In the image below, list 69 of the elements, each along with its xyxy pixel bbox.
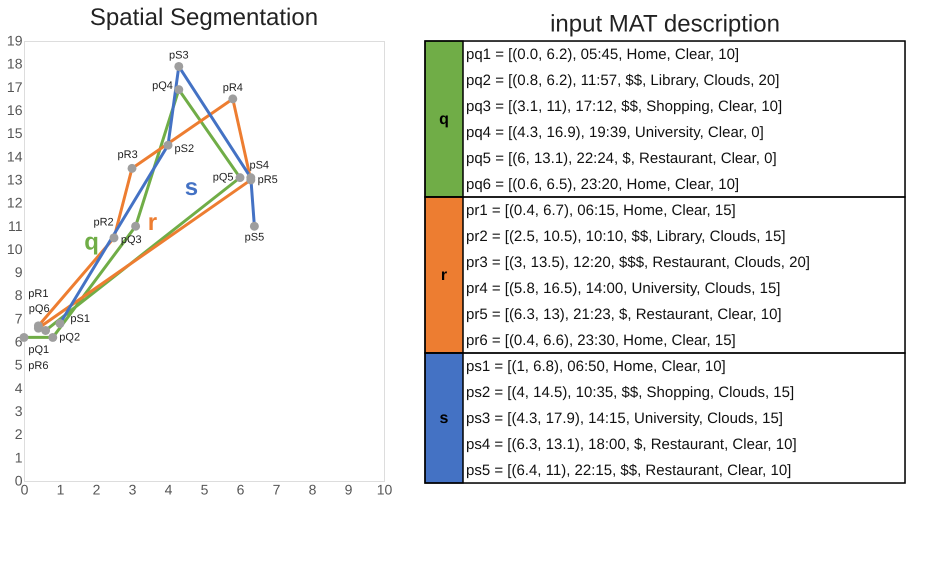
data-label: pS4	[249, 160, 270, 172]
data-label: pS3	[169, 49, 189, 62]
y-tick-label: 7	[14, 310, 23, 326]
y-tick-label: 17	[6, 78, 23, 95]
data-label: pS2	[174, 142, 194, 155]
data-label: pS5	[244, 231, 264, 244]
x-tick-label: 5	[200, 482, 209, 498]
data-label: pR5	[258, 174, 278, 186]
data-label: pQ6	[28, 303, 50, 316]
text: pr6 = [(0.4, 6.6), 23:30, Home, Clear, 15]	[466, 332, 736, 349]
x-tick-label: 4	[164, 482, 173, 498]
y-tick-label: 12	[6, 194, 23, 211]
y-tick-label: 9	[14, 264, 23, 280]
y-tick-label: 14	[6, 148, 23, 164]
text: ps2 = [(4, 14.5), 10:35, $$, Shopping, Clouds, 15]	[466, 384, 794, 401]
data-label: pR6	[28, 360, 48, 372]
text: pq5 = [(6, 13.1), 22:24, $, Restaurant, Clear, 0]	[466, 150, 777, 167]
y-tick-label: 1	[14, 449, 23, 466]
category-label: q	[439, 111, 449, 128]
data-label: pQ5	[212, 172, 234, 184]
text: pr2 = [(2.5, 10.5), 10:10, $$, Library, Clouds, 15]	[466, 228, 786, 245]
y-tick-label: 10	[6, 240, 23, 257]
data-label: pQ1	[28, 344, 50, 356]
series-label: s	[184, 174, 198, 201]
x-tick-label: 7	[272, 482, 281, 498]
text: ps3 = [(4.3, 17.9), 14:15, University, Clouds, 15]	[466, 410, 783, 427]
y-tick-label: 4	[14, 380, 23, 396]
text: pr1 = [(0.4, 6.7), 06:15, Home, Clear, 15]	[466, 202, 736, 219]
text: pq4 = [(4.3, 16.9), 19:39, University, Clear, 0]	[466, 124, 764, 141]
data-label: pQ4	[152, 80, 173, 92]
data-label: pR1	[28, 288, 48, 300]
x-tick-label: 2	[92, 482, 101, 498]
text: pq1 = [(0.0, 6.2), 05:45, Home, Clear, 10]	[466, 46, 740, 63]
category-label: s	[440, 410, 449, 427]
text: ps4 = [(6.3, 13.1), 18:00, $, Restaurant, Clear, 10]	[466, 436, 797, 453]
y-tick-label: 2	[14, 426, 23, 442]
text: pr4 = [(5.8, 16.5), 14:00, University, Clouds, 15]	[466, 280, 780, 297]
x-tick-label: 1	[56, 482, 65, 498]
y-tick-label: 19	[6, 32, 23, 48]
text: ps5 = [(6.4, 11), 22:15, $$, Restaurant, Clear, 10]	[466, 462, 792, 479]
x-tick-label: 9	[344, 482, 353, 498]
text: ps1 = [(1, 6.8), 06:50, Home, Clear, 10]	[466, 358, 726, 375]
text: pq6 = [(0.6, 6.5), 23:20, Home, Clear, 10]	[466, 176, 740, 193]
data-label: pR2	[93, 216, 114, 228]
series-label: q	[84, 228, 99, 256]
chart-title: Spatial Segmentation	[90, 4, 318, 31]
text: pq3 = [(3.1, 11), 17:12, $$, Shopping, Clear, 10]	[466, 98, 782, 115]
x-tick-label: 3	[128, 482, 137, 498]
y-tick-label: 18	[6, 56, 23, 72]
category-label: r	[440, 267, 448, 284]
data-label: pR4	[222, 82, 243, 94]
data-label: pS1	[70, 312, 90, 325]
text: pr3 = [(3, 13.5), 12:20, $$$, Restaurant, Clouds, 20]	[466, 254, 810, 271]
y-tick-label: 3	[14, 403, 23, 420]
data-label: pQ2	[59, 331, 80, 344]
x-tick-label: 10	[376, 482, 392, 498]
y-tick-label: 11	[8, 218, 23, 234]
text: pq2 = [(0.8, 6.2), 11:57, $$, Library, Clouds, 20]	[466, 72, 780, 89]
y-tick-label: 13	[6, 171, 23, 188]
y-tick-label: 5	[14, 356, 23, 373]
text: input MAT description	[550, 10, 780, 38]
text: pr5 = [(6.3, 13), 21:23, $, Restaurant, Clear, 10]	[466, 306, 782, 323]
series-label: r	[148, 209, 158, 236]
y-tick-label: 15	[6, 125, 23, 142]
x-tick-label: 8	[308, 482, 317, 498]
y-tick-label: 16	[6, 102, 23, 118]
data-label: pR3	[118, 148, 138, 161]
y-tick-label: 8	[14, 287, 23, 304]
x-tick-label: 6	[236, 482, 245, 498]
